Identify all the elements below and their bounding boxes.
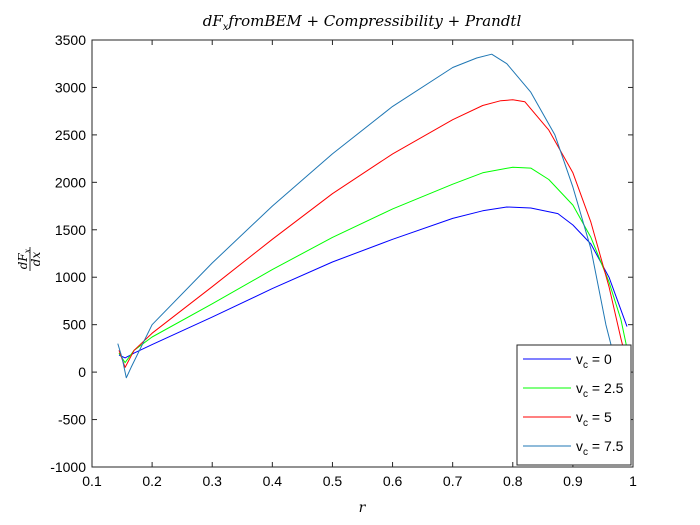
axes	[91, 39, 634, 468]
legend-label-0: vc = 0	[576, 351, 612, 371]
x-tick-label: 0.8	[503, 473, 523, 489]
x-tick-label: 0.6	[383, 473, 403, 489]
y-tick-label: 3000	[55, 79, 86, 95]
ticks: 0.1 0.2 0.3 0.4 0.5 0.6 0.7 0.8 0.9 1 -1000 -500 0 50…	[50, 32, 637, 489]
y-label-numerator: dFx	[16, 248, 32, 269]
x-tick-label: 0.4	[263, 473, 283, 489]
x-tick-label: 0.1	[82, 473, 102, 489]
legend-label-1: vc = 2.5	[576, 380, 624, 400]
x-tick-label: 0.9	[563, 473, 583, 489]
chart-title: dFxfromBEM + Compressibility + Prandtl	[203, 12, 522, 33]
y-tick-label: 0	[78, 364, 86, 380]
x-tick-label: 1	[629, 473, 637, 489]
y-tick-label: 2000	[55, 174, 86, 190]
x-tick-label: 0.7	[443, 473, 463, 489]
plot-frame	[91, 39, 634, 468]
legend-label-3: vc = 7.5	[576, 438, 624, 458]
y-tick-label: 2500	[55, 127, 86, 143]
series-line-1	[118, 166, 628, 364]
series-line-3	[117, 53, 628, 387]
y-tick-label: -500	[58, 412, 86, 428]
series-layer	[117, 53, 628, 387]
y-label-denominator: dx	[29, 252, 43, 267]
x-tick-label: 0.5	[323, 473, 343, 489]
legend: vc = 0 vc = 2.5 vc = 5 vc = 7.5	[516, 344, 632, 466]
x-tick-label: 0.2	[142, 473, 162, 489]
y-tick-label: 3500	[55, 32, 86, 48]
y-tick-label: 1000	[55, 269, 86, 285]
y-tick-label: 1500	[55, 222, 86, 238]
series-line-0	[118, 206, 628, 359]
y-tick-label: -1000	[50, 459, 86, 475]
y-tick-label: 500	[63, 317, 87, 333]
legend-box	[516, 344, 632, 466]
x-axis-label: r	[359, 500, 367, 516]
legend-label-2: vc = 5	[576, 409, 612, 429]
x-tick-label: 0.3	[202, 473, 222, 489]
series-line-2	[118, 99, 628, 368]
